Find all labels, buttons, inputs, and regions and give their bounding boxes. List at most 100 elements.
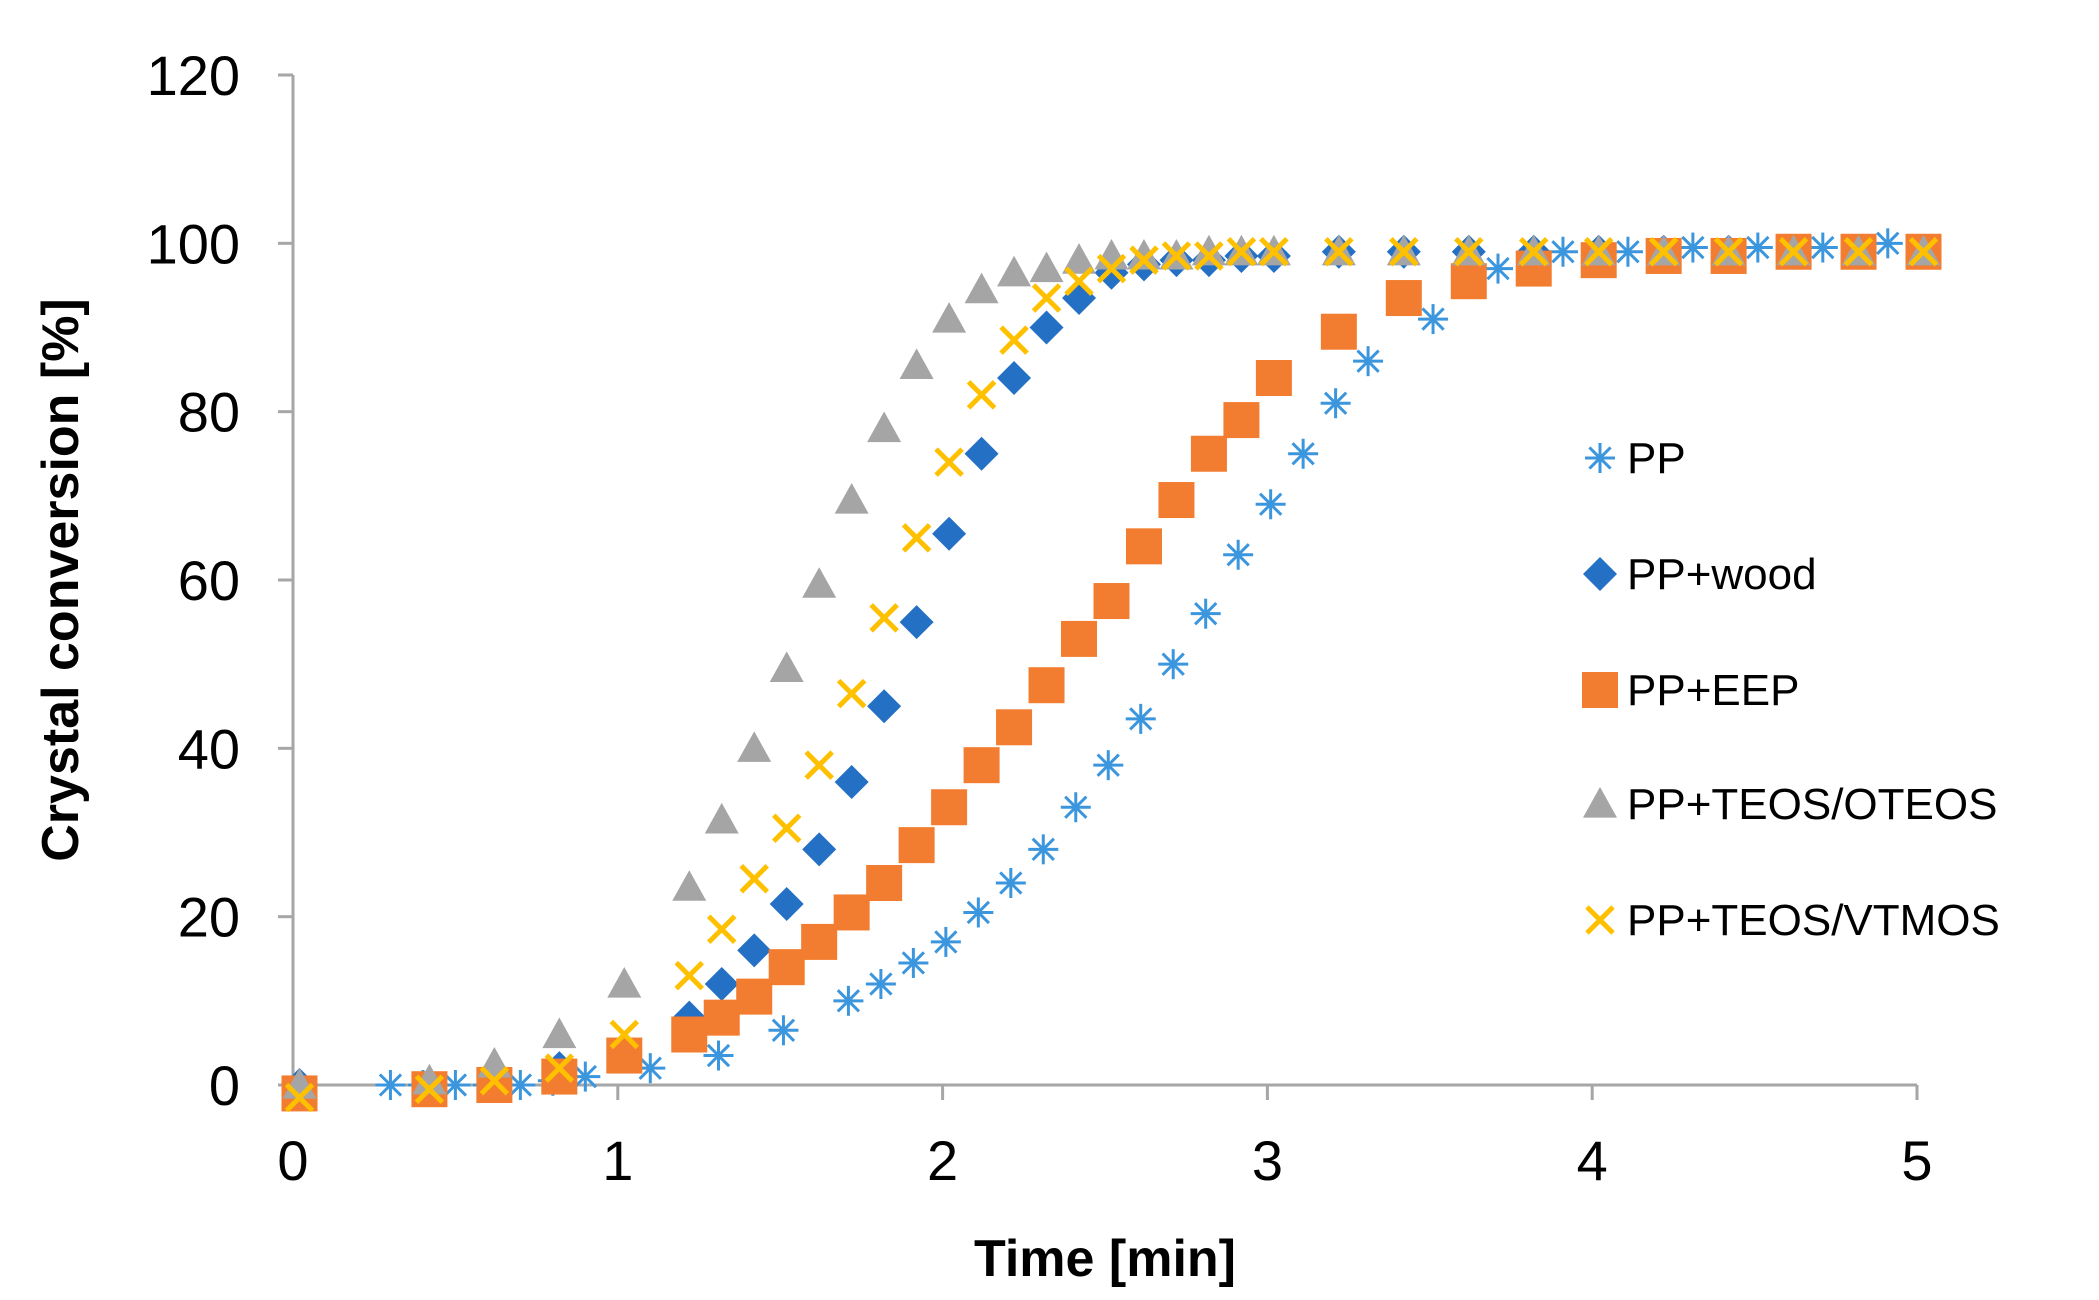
- data-point: [1255, 489, 1286, 520]
- data-point: [963, 897, 994, 928]
- legend-item: PP: [1585, 434, 1686, 483]
- data-point: [706, 914, 737, 945]
- legend-marker-square: [1582, 672, 1618, 708]
- data-point: [1288, 438, 1319, 469]
- data-point: [703, 999, 740, 1036]
- legend-item: PP+EEP: [1582, 666, 1799, 715]
- data-point: [672, 870, 707, 901]
- data-point: [1583, 236, 1614, 267]
- data-point: [1320, 388, 1351, 419]
- data-point: [1029, 251, 1064, 283]
- data-point: [1454, 236, 1484, 267]
- legend-label: PP+wood: [1627, 550, 1817, 599]
- x-tick-label: 2: [927, 1129, 958, 1192]
- data-point: [834, 483, 869, 514]
- data-point: [542, 1017, 577, 1049]
- data-point: [1807, 232, 1838, 263]
- legend-label: PP+EEP: [1627, 666, 1799, 715]
- data-point: [964, 436, 999, 471]
- legend-label: PP+TEOS/VTMOS: [1627, 896, 2000, 945]
- data-point: [284, 1082, 315, 1113]
- data-point: [1223, 539, 1254, 570]
- data-point: [932, 516, 967, 551]
- data-point: [375, 1070, 406, 1100]
- data-point: [802, 832, 837, 867]
- x-tick-label: 1: [602, 1129, 633, 1192]
- data-point: [606, 1037, 643, 1074]
- data-point: [1029, 310, 1064, 345]
- data-point: [704, 802, 739, 834]
- data-point: [609, 1019, 640, 1050]
- data-point: [1648, 236, 1679, 267]
- data-point: [1158, 649, 1189, 680]
- data-point: [1190, 435, 1227, 472]
- plot-area: [281, 228, 1942, 1113]
- data-point: [801, 923, 838, 960]
- legend-label: PP+TEOS/OTEOS: [1627, 780, 1997, 829]
- data-point: [1126, 238, 1161, 270]
- data-point: [1028, 667, 1065, 704]
- data-point: [1742, 232, 1773, 263]
- data-point: [867, 689, 902, 724]
- data-point: [544, 1053, 575, 1083]
- data-point: [934, 447, 964, 477]
- x-tick-label: 3: [1252, 1129, 1283, 1192]
- data-point: [1223, 402, 1260, 439]
- data-point: [866, 865, 903, 901]
- data-point: [1353, 346, 1384, 377]
- data-point: [541, 1058, 578, 1095]
- x-axis-title: Time [min]: [974, 1230, 1236, 1288]
- data-point: [1483, 253, 1514, 284]
- data-point: [1194, 241, 1224, 271]
- data-point: [966, 380, 997, 410]
- y-tick-label: 100: [147, 212, 240, 275]
- legend-item: PP+TEOS/VTMOS: [1585, 896, 2000, 945]
- data-point: [899, 348, 934, 379]
- data-point: [1094, 255, 1129, 290]
- data-point: [1158, 482, 1195, 519]
- data-point: [901, 523, 932, 553]
- data-point: [1778, 236, 1809, 267]
- data-point: [704, 967, 739, 1001]
- data-point: [963, 747, 1000, 784]
- data-point: [833, 985, 864, 1016]
- data-point: [898, 827, 935, 864]
- legend-marker-triangle: [1583, 787, 1617, 818]
- legend-item: PP+TEOS/OTEOS: [1583, 780, 1997, 829]
- data-point: [1191, 234, 1226, 266]
- data-point: [737, 731, 772, 762]
- data-point: [996, 709, 1033, 746]
- data-point: [899, 605, 934, 640]
- data-point: [736, 978, 773, 1015]
- series-pp: [375, 228, 1903, 1100]
- data-point: [802, 567, 837, 598]
- data-point: [834, 765, 869, 799]
- data-point: [997, 255, 1032, 287]
- x-tick-label: 4: [1577, 1129, 1608, 1192]
- legend-marker-diamond: [1583, 557, 1617, 591]
- data-point: [1908, 236, 1939, 267]
- data-point: [804, 750, 834, 780]
- data-point: [703, 1040, 734, 1071]
- y-axis: 0 20 40 60 80 100 120: [147, 44, 295, 1117]
- x-axis: 0 1 2 3 4 5: [277, 1083, 1933, 1192]
- data-point: [1060, 792, 1091, 823]
- data-point: [412, 1063, 447, 1095]
- data-point: [479, 1066, 510, 1096]
- data-point: [1094, 238, 1129, 270]
- data-point: [1518, 236, 1549, 267]
- data-point: [930, 926, 961, 957]
- data-point: [768, 949, 805, 986]
- data-point: [964, 272, 999, 304]
- data-point: [1064, 266, 1094, 296]
- data-point: [1031, 283, 1062, 313]
- data-point: [607, 967, 642, 998]
- y-tick-label: 20: [178, 886, 240, 949]
- y-tick-label: 60: [178, 549, 240, 612]
- data-point: [869, 603, 899, 633]
- data-point: [1385, 280, 1422, 317]
- data-point: [737, 933, 772, 968]
- data-point: [1259, 236, 1289, 267]
- legend: PP PP+wood PP+EEP PP+TEOS/OTEOS PP+TEOS/VTMO…: [1582, 434, 2000, 945]
